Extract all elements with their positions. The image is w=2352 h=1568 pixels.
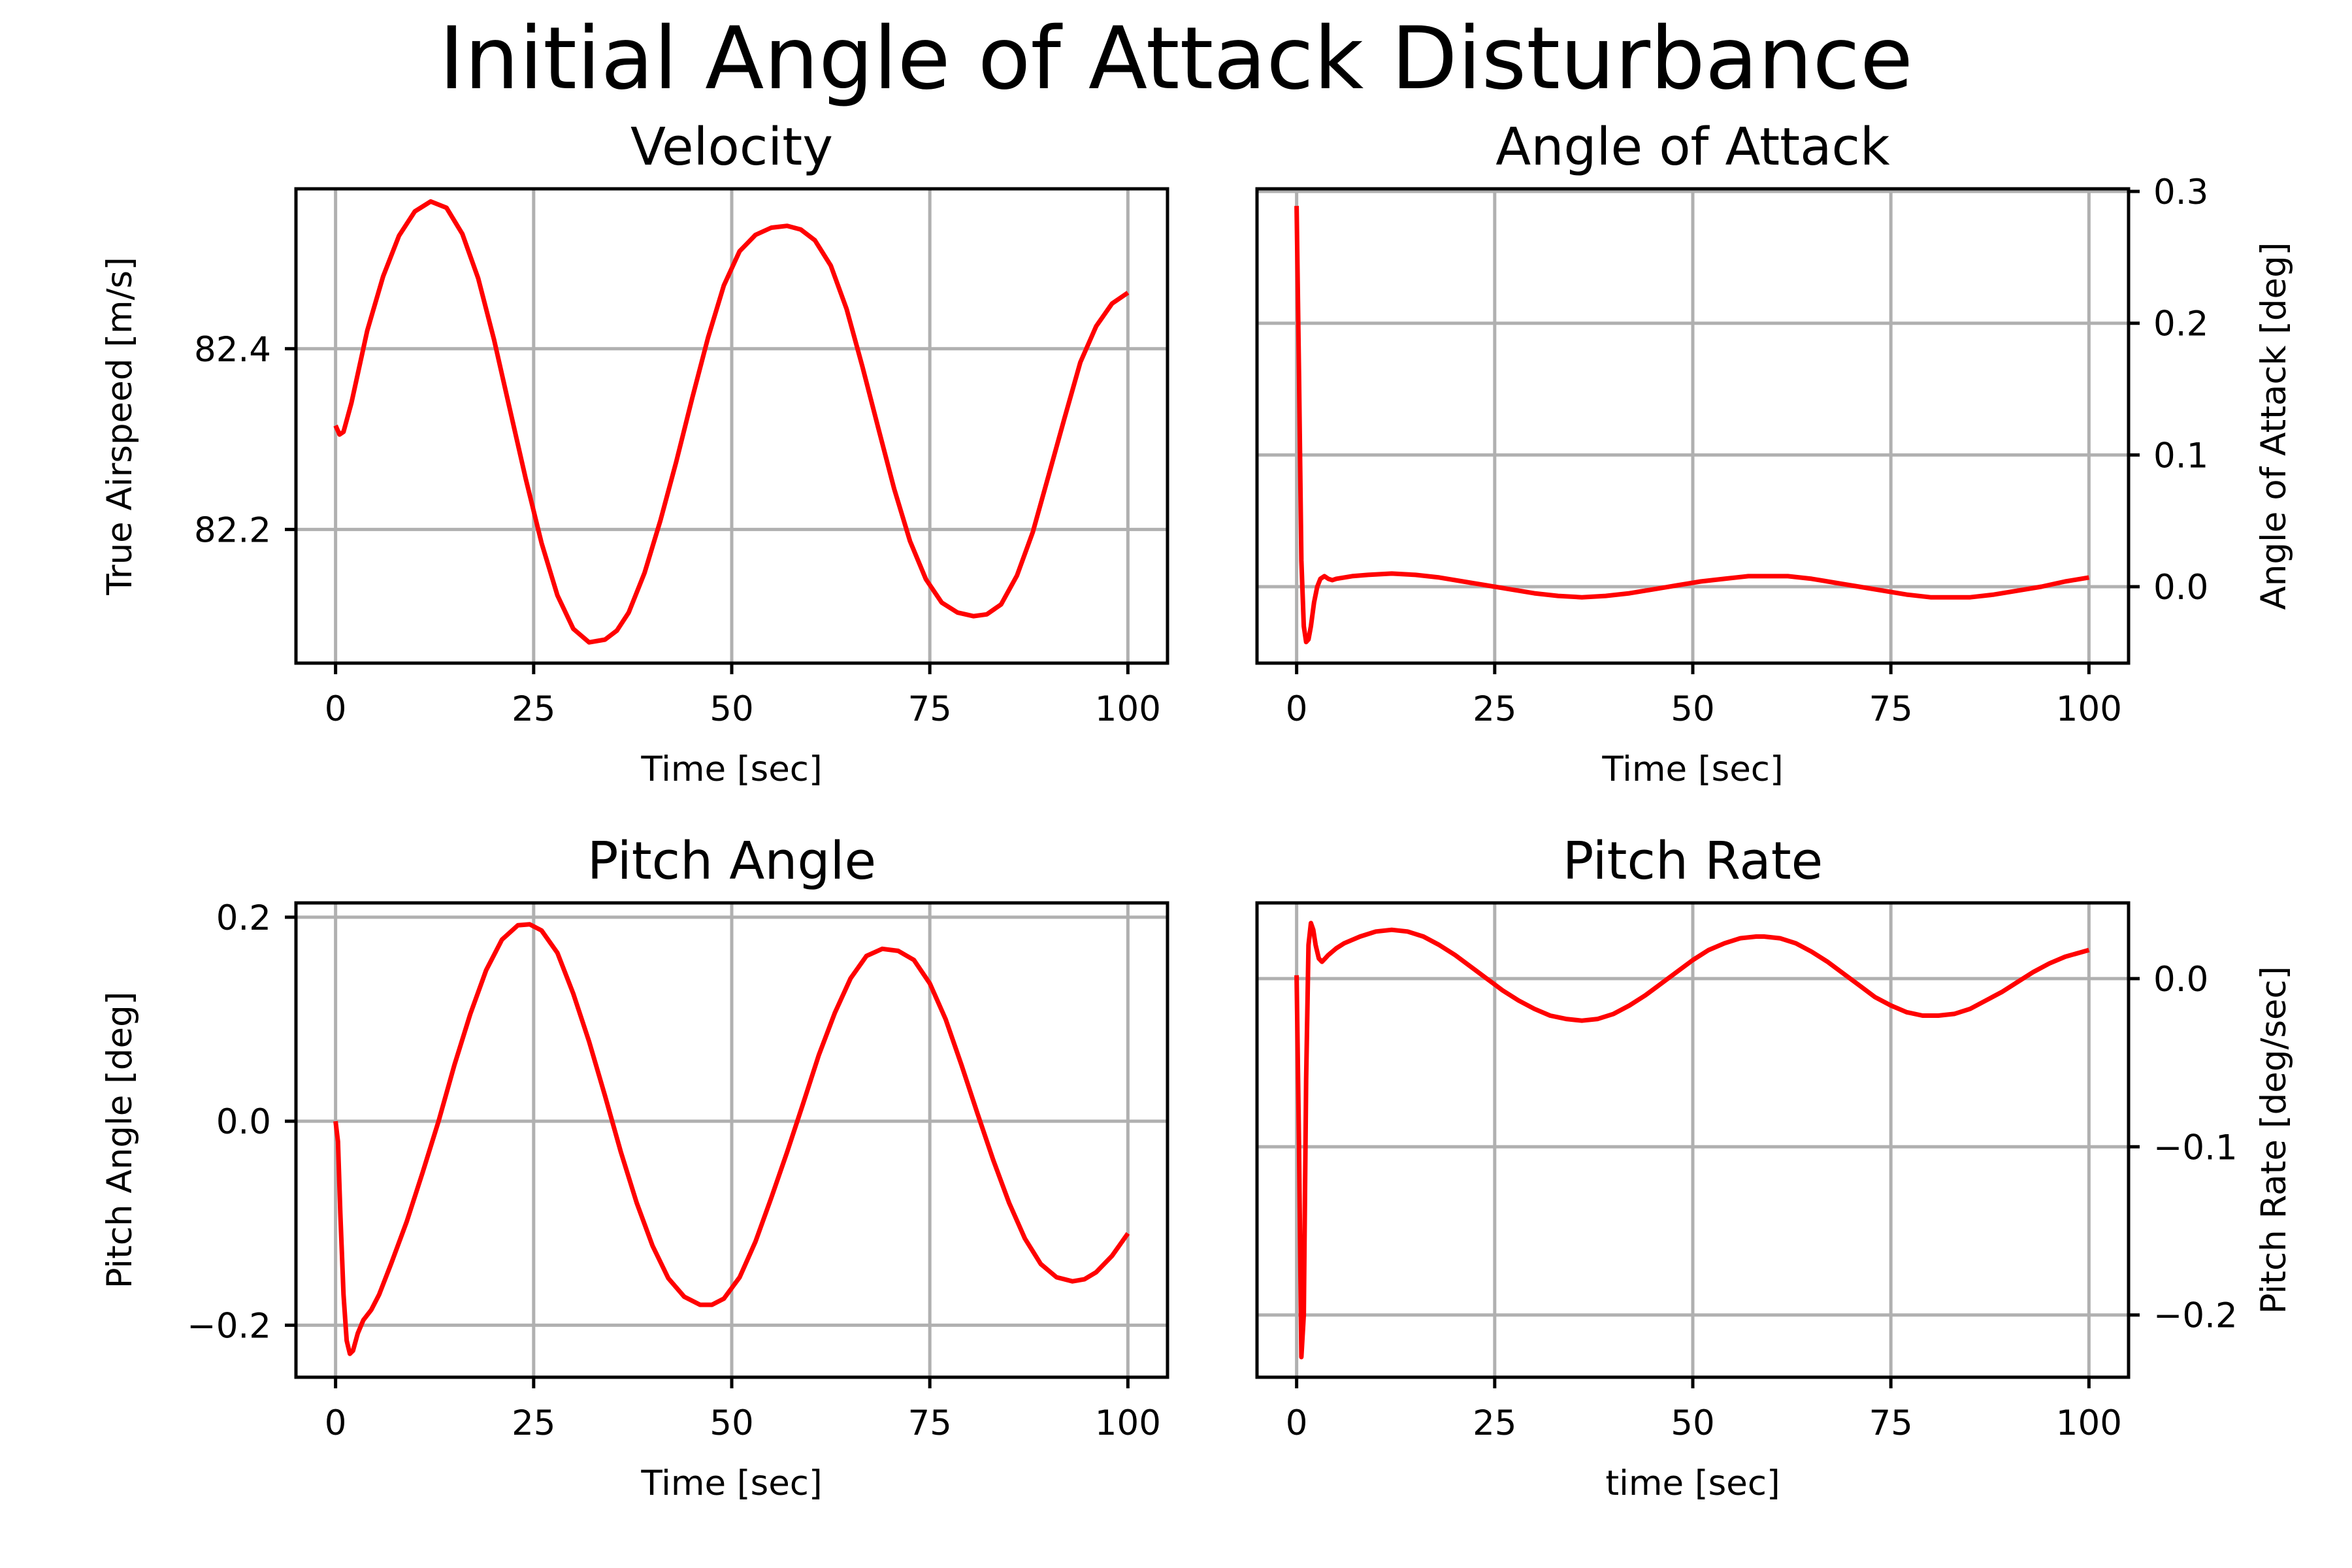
angle-of-attack-x-tick-label: 75: [1869, 689, 1912, 729]
pitch-rate-x-tick-label: 50: [1671, 1403, 1714, 1443]
subplot-angle-of-attack: 0 25 50 75 100 0.0 0.1 0.2 0.3 Angle of Attack Tim…: [1255, 117, 2294, 789]
velocity-x-axis-label: Time [sec]: [640, 749, 822, 789]
pitch-rate-x-tick-label: 25: [1473, 1403, 1516, 1443]
angle-of-attack-y-tick-label: 0.0: [2153, 568, 2208, 608]
velocity-x-tick-label: 100: [1095, 689, 1161, 729]
velocity-x-tick-label: 25: [512, 689, 555, 729]
angle-of-attack-series-line: [1294, 206, 2089, 645]
angle-of-attack-x-tick-label: 25: [1473, 689, 1516, 729]
subplot-pitch-rate: 0 25 50 75 100 −0.2 −0.1 0.0 Pitch Rate time [sec…: [1255, 831, 2294, 1503]
pitch-angle-x-tick-label: 50: [710, 1403, 753, 1443]
pitch-rate-x-tick-label: 75: [1869, 1403, 1912, 1443]
pitch-angle-y-tick-label: −0.2: [187, 1306, 271, 1346]
velocity-y-tick-label: 82.2: [194, 510, 271, 550]
pitch-angle-x-axis-label: Time [sec]: [640, 1463, 822, 1503]
angle-of-attack-y-tick-label: 0.1: [2153, 436, 2208, 476]
velocity-y-tick-label: 82.4: [194, 330, 271, 370]
velocity-y-axis-label: True Airspeed [m/s]: [100, 257, 140, 596]
velocity-x-tick-label: 0: [325, 689, 347, 729]
pitch-rate-y-tick-label: −0.2: [2153, 1296, 2238, 1336]
angle-of-attack-x-tick-label: 100: [2056, 689, 2122, 729]
pitch-angle-x-tick-label: 100: [1095, 1403, 1161, 1443]
pitch-rate-y-tick-label: 0.0: [2153, 960, 2208, 1000]
pitch-rate-series-line: [1294, 921, 2090, 1360]
pitch-angle-series-line: [333, 922, 1130, 1356]
subplot-velocity: 0 25 50 75 100 82.2 82.4 Velocity Time [sec] True…: [100, 117, 1169, 789]
pitch-angle-x-tick-label: 0: [325, 1403, 347, 1443]
pitch-angle-x-tick-label: 75: [907, 1403, 951, 1443]
figure-suptitle: Initial Angle of Attack Disturbance: [439, 8, 1913, 109]
angle-of-attack-x-tick-label: 50: [1671, 689, 1714, 729]
pitch-angle-x-tick-label: 25: [512, 1403, 555, 1443]
pitch-rate-x-tick-label: 100: [2056, 1403, 2122, 1443]
velocity-series-line: [333, 199, 1130, 645]
pitch-angle-title: Pitch Angle: [587, 831, 876, 891]
subplot-pitch-angle: 0 25 50 75 100 −0.2 0.0 0.2 Pitch Angle Time [sec…: [100, 831, 1169, 1503]
angle-of-attack-y-tick-label: 0.2: [2153, 304, 2208, 344]
pitch-rate-x-axis-label: time [sec]: [1605, 1463, 1780, 1503]
pitch-rate-x-tick-label: 0: [1286, 1403, 1308, 1443]
pitch-rate-y-axis-label: Pitch Rate [deg/sec]: [2254, 966, 2294, 1315]
pitch-angle-y-axis-label: Pitch Angle [deg]: [100, 992, 140, 1289]
pitch-rate-title: Pitch Rate: [1563, 831, 1823, 891]
angle-of-attack-title: Angle of Attack: [1495, 117, 1890, 177]
angle-of-attack-x-axis-label: Time [sec]: [1601, 749, 1783, 789]
velocity-x-tick-label: 50: [710, 689, 753, 729]
velocity-x-tick-label: 75: [907, 689, 951, 729]
angle-of-attack-y-axis-label: Angle of Attack [deg]: [2254, 242, 2294, 610]
angle-of-attack-y-tick-label: 0.3: [2153, 172, 2208, 212]
velocity-title: Velocity: [630, 117, 833, 177]
pitch-angle-y-tick-label: 0.2: [216, 898, 271, 938]
pitch-angle-y-tick-label: 0.0: [216, 1102, 271, 1142]
pitch-rate-y-tick-label: −0.1: [2153, 1128, 2238, 1168]
angle-of-attack-x-tick-label: 0: [1286, 689, 1308, 729]
